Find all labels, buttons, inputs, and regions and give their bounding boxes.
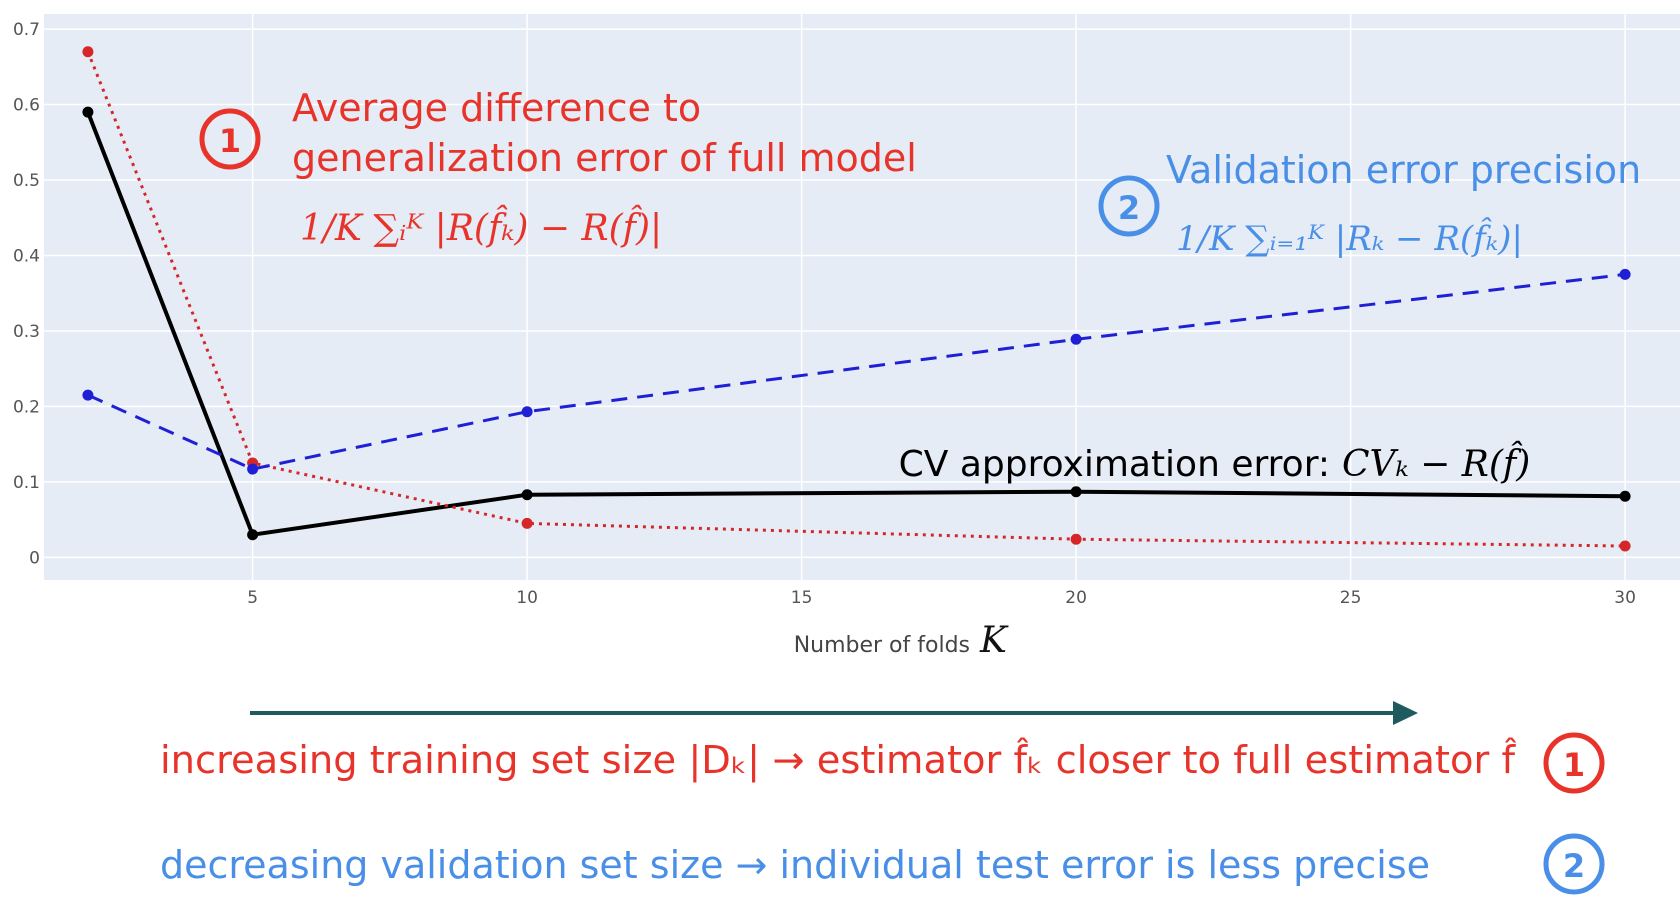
series-layer	[82, 46, 1631, 552]
series-val_precision	[82, 268, 1631, 475]
data-point-avg_diff	[82, 46, 94, 58]
annotation-1-circle	[199, 108, 261, 170]
annotation-val-precision: 2 Validation error precision 1/K ∑ᵢ₌₁ᴷ |…	[1098, 148, 1641, 259]
grid	[44, 14, 1680, 580]
annotation-cv-text: CV approximation error:	[899, 444, 1330, 485]
series-line-val_precision	[87, 272, 1626, 471]
annotation-1-number: 1	[219, 122, 241, 160]
data-point-avg_diff	[1070, 533, 1082, 545]
annotation-cv-error: CV approximation error: CVₖ − R(f̂)	[899, 441, 1531, 485]
data-point-avg_diff	[521, 517, 533, 529]
y-axis-ticks: 0 0.1 0.2 0.3 0.4 0.5 0.6 0.7	[13, 20, 40, 568]
annotation-2-circle	[1098, 175, 1160, 237]
bottom-line-1-circle	[1543, 732, 1605, 794]
annotation-1-line2: generalization error of full model	[292, 136, 917, 180]
bottom-line-1-number: 1	[1563, 746, 1585, 784]
plot-background	[44, 14, 1680, 580]
x-tick-label: 5	[247, 588, 258, 608]
arrow-head	[1393, 701, 1418, 725]
data-point-cv_error	[1619, 490, 1631, 502]
data-point-val_precision	[521, 406, 533, 418]
annotation-2-line1: Validation error precision	[1166, 148, 1641, 192]
y-tick-label: 0.5	[13, 171, 40, 191]
data-point-val_precision	[82, 389, 94, 401]
annotation-1-formula: 1/K ∑ᵢᴷ |R(f̂ₖ) − R(f̂)|	[300, 205, 662, 249]
annotation-2-number: 2	[1118, 189, 1140, 227]
data-point-cv_error	[521, 489, 533, 501]
data-point-val_precision	[1070, 333, 1082, 345]
y-tick-label: 0.4	[13, 246, 40, 266]
x-tick-label: 20	[1065, 588, 1087, 608]
annotation-2-formula: 1/K ∑ᵢ₌₁ᴷ |Rₖ − R(f̂ₖ)|	[1176, 217, 1523, 259]
y-tick-label: 0.1	[13, 473, 40, 493]
series-line-avg_diff	[86, 51, 1626, 548]
x-axis-ticks: 5 10 15 20 25 30	[247, 588, 1636, 608]
y-tick-label: 0.6	[13, 96, 40, 116]
y-tick-label: 0.3	[13, 322, 40, 342]
x-tick-label: 15	[791, 588, 813, 608]
x-axis-label-symbol: K	[979, 620, 1009, 661]
data-point-val_precision	[1619, 268, 1631, 280]
bottom-line-2: decreasing validation set size → individ…	[160, 833, 1605, 895]
y-tick-label: 0.2	[13, 397, 40, 417]
series-cv_error	[82, 106, 1631, 541]
bottom-line-2-circle	[1543, 833, 1605, 895]
bottom-line-2-number: 2	[1563, 847, 1585, 885]
x-axis-label: Number of folds	[794, 633, 970, 658]
annotation-cv-formula: CVₖ − R(f̂)	[1342, 441, 1530, 485]
bottom-line-1: increasing training set size |Dₖ| → esti…	[160, 732, 1605, 794]
data-point-cv_error	[1070, 486, 1082, 498]
data-point-cv_error	[82, 106, 94, 118]
data-point-val_precision	[247, 463, 259, 475]
annotation-1-line1: Average difference to	[292, 86, 701, 130]
bottom-line-2-text: decreasing validation set size → individ…	[160, 843, 1430, 887]
y-tick-label: 0	[29, 548, 40, 568]
progress-arrow	[250, 701, 1418, 725]
bottom-line-1-text: increasing training set size |Dₖ| → esti…	[160, 738, 1517, 783]
annotation-avg-diff: 1 Average difference to generalization e…	[199, 86, 917, 249]
data-point-cv_error	[247, 529, 259, 541]
x-tick-label: 10	[516, 588, 538, 608]
x-tick-label: 25	[1340, 588, 1362, 608]
data-point-avg_diff	[1619, 540, 1631, 552]
x-tick-label: 30	[1614, 588, 1636, 608]
y-tick-label: 0.7	[13, 20, 40, 40]
